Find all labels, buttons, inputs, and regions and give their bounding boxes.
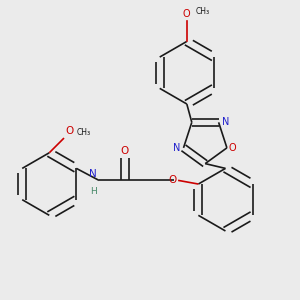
- Text: N: N: [89, 169, 97, 178]
- Text: N: N: [173, 143, 181, 153]
- Text: O: O: [66, 126, 74, 136]
- Text: O: O: [121, 146, 129, 156]
- Text: N: N: [222, 117, 229, 127]
- Text: H: H: [90, 187, 97, 196]
- Text: CH₃: CH₃: [196, 8, 210, 16]
- Text: O: O: [168, 176, 176, 185]
- Text: CH₃: CH₃: [77, 128, 91, 137]
- Text: O: O: [229, 143, 236, 153]
- Text: O: O: [183, 9, 190, 19]
